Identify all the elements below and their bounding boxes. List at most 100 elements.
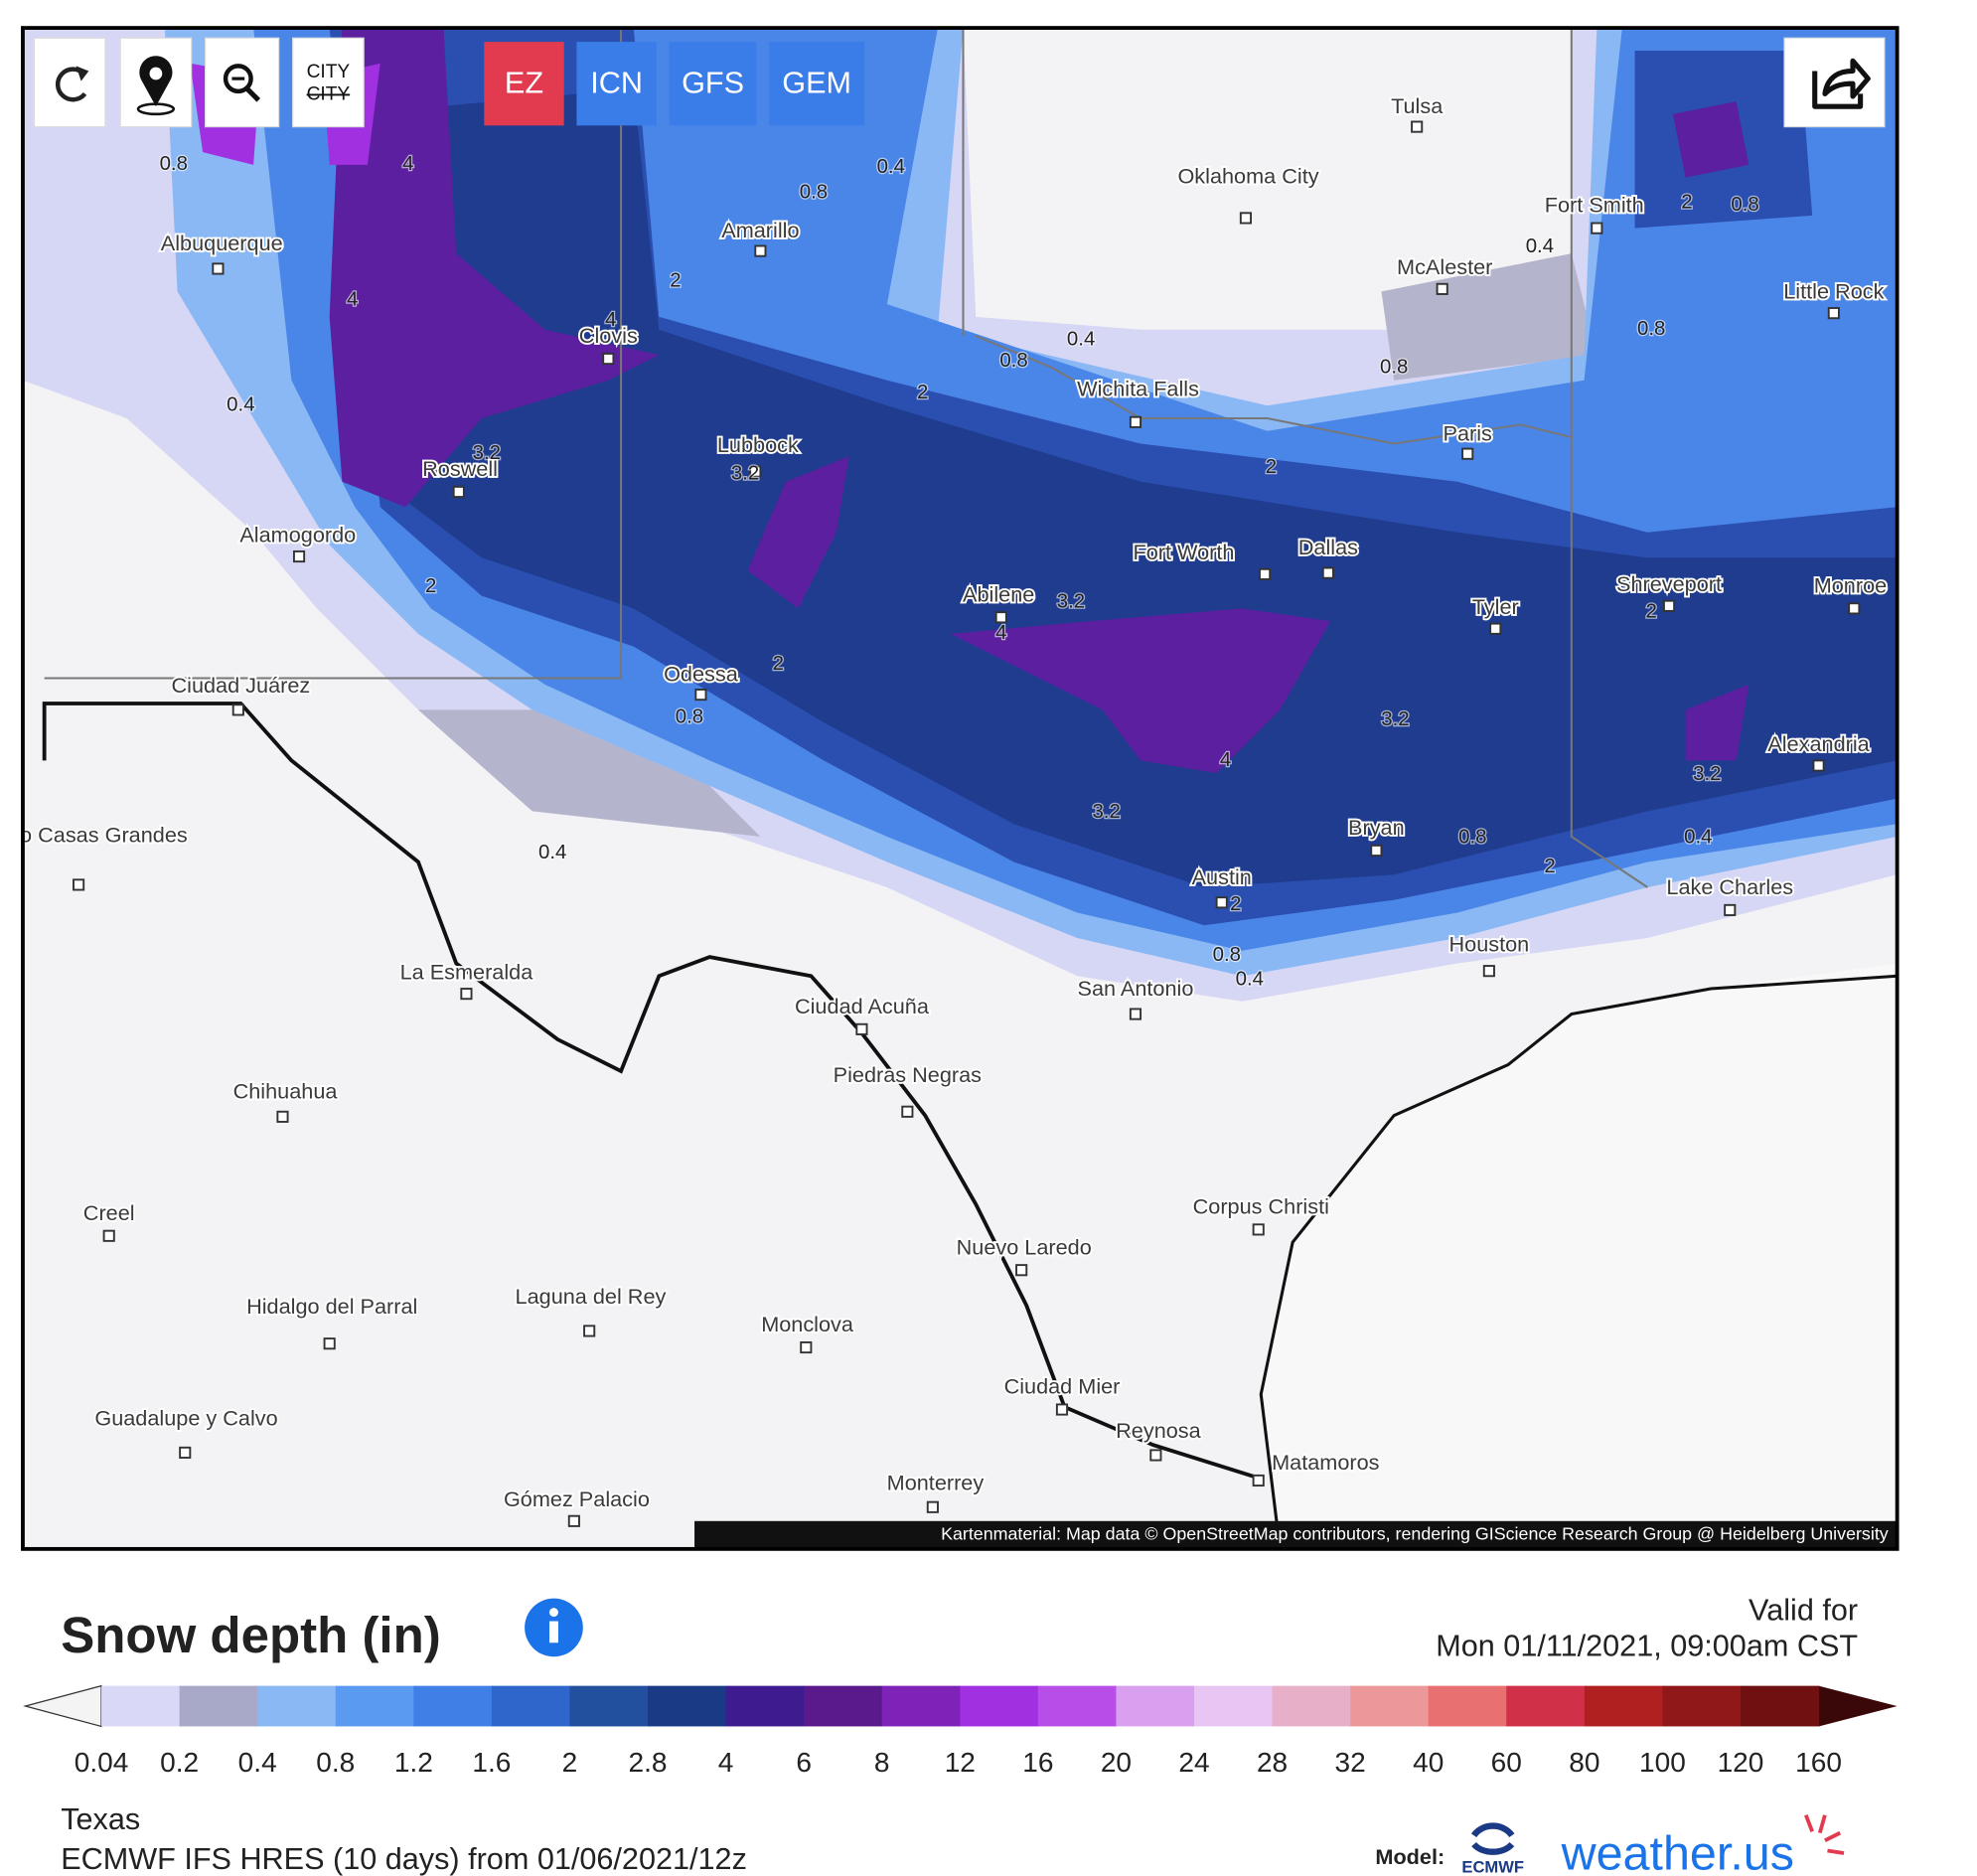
colorbar: 0.04 0.2 0.4 0.8 1.2 1.6 2 2.8 4 6 8 12 16 20 24 28 32 40… [23, 1684, 1898, 1778]
location-button[interactable] [119, 37, 193, 128]
city-label: Amarillo [721, 218, 799, 242]
colorbar-tick-label: 16 [1022, 1747, 1053, 1778]
city-label: Ciudad Juárez [171, 673, 310, 698]
colorbar-tick-label: 1.2 [394, 1747, 433, 1778]
city-label: Ciudad Mier [1004, 1374, 1121, 1399]
contour-label: 2 [1645, 601, 1656, 623]
contour-label: 0.4 [538, 842, 566, 863]
city-label-struck: CITY [307, 84, 351, 105]
snow-band [355, 88, 1898, 887]
city-marker [1411, 120, 1424, 133]
colorbar-under [23, 1684, 102, 1728]
model-button-label: EZ [505, 67, 543, 100]
city-marker [460, 988, 473, 1001]
model-button-bg [769, 42, 864, 126]
city-marker [73, 878, 85, 891]
contour-label: 4 [402, 153, 413, 175]
city-marker [179, 1446, 192, 1459]
city-marker [1827, 307, 1840, 320]
colorbar-segment [725, 1685, 805, 1727]
city-marker [1482, 965, 1495, 978]
city-label: Odessa [664, 662, 739, 687]
city-marker [1724, 903, 1737, 916]
country-border [42, 702, 1256, 1479]
model-button[interactable]: ICN [576, 42, 657, 126]
city-label: Hidalgo del Parral [246, 1294, 417, 1319]
toolbar: CITY CITY EZ ICN GFS GEM [33, 37, 1886, 128]
colorbar-tick-label: 20 [1101, 1747, 1132, 1778]
city-label: Lake Charles [1666, 874, 1793, 899]
city-label: Bryan [1348, 815, 1405, 840]
colorbar-segment [1194, 1685, 1274, 1727]
colorbar-segment [335, 1685, 414, 1727]
contour-label: 4 [1220, 749, 1231, 771]
city-label: Albuquerque [161, 231, 283, 255]
city-marker [1436, 282, 1448, 295]
colorbar-segment [1116, 1685, 1195, 1727]
city-label: Little Rock [1783, 278, 1884, 303]
city-marker [1055, 1403, 1069, 1416]
city-marker [855, 1022, 868, 1035]
colorbar-over [1818, 1685, 1898, 1727]
contour-label: 2 [1681, 192, 1692, 214]
colorbar-tick-label: 120 [1718, 1747, 1764, 1778]
colorbar-tick-label: 0.4 [238, 1747, 277, 1778]
city-label: Matamoros [1272, 1450, 1380, 1475]
colorbar-segment [881, 1685, 961, 1727]
city-button[interactable]: CITY CITY [292, 37, 365, 128]
model-button-label: GEM [782, 67, 851, 100]
model-button[interactable]: GFS [669, 42, 757, 126]
city-label: Oklahoma City [1177, 163, 1318, 188]
contour-label: 3.2 [1693, 763, 1721, 785]
state-border [44, 28, 1648, 888]
contour-label: 4 [995, 622, 1006, 644]
contour-label: 0.8 [1380, 356, 1408, 378]
model-button-label: GFS [682, 67, 744, 100]
city-marker [1215, 896, 1228, 909]
city-marker [1591, 222, 1603, 234]
city-marker [1321, 566, 1334, 579]
city-label: Laguna del Rey [516, 1284, 667, 1309]
snow-free [963, 28, 1572, 330]
colorbar-segment [1740, 1685, 1820, 1727]
colorbar-tick-label: 28 [1257, 1747, 1288, 1778]
city-label: Monterrey [887, 1471, 985, 1495]
reload-button[interactable] [33, 37, 106, 128]
contour-label: 0.4 [877, 156, 905, 178]
info-icon[interactable] [525, 1598, 583, 1657]
city-label: Monroe [1814, 572, 1887, 597]
colorbar-tick-label: 40 [1413, 1747, 1444, 1778]
model-button[interactable]: GEM [769, 42, 864, 126]
city-label: Guadalupe y Calvo [94, 1405, 277, 1430]
city-label: Piedras Negras [834, 1062, 983, 1087]
share-button[interactable] [1783, 37, 1886, 128]
city-label: San Antonio [1078, 976, 1194, 1001]
city-marker [800, 1340, 813, 1354]
colorbar-tick-label: 8 [874, 1747, 890, 1778]
city-marker [583, 1325, 596, 1337]
contour-label: 0.8 [1213, 944, 1241, 966]
city-marker [901, 1105, 914, 1118]
colorbar-tick-label: 100 [1639, 1747, 1686, 1778]
city-marker [1129, 415, 1142, 428]
model-button[interactable]: EZ [484, 42, 564, 126]
city-marker [926, 1500, 939, 1513]
model-button-bg [576, 42, 657, 126]
colorbar-tick-label: 2.8 [629, 1747, 668, 1778]
snow-band [417, 253, 1597, 837]
city-label: Roswell [422, 456, 498, 481]
city-label: Houston [1449, 931, 1530, 956]
colorbar-tick-label: 80 [1569, 1747, 1599, 1778]
colorbar-segment [1350, 1685, 1430, 1727]
contour-label: 2 [1230, 893, 1241, 915]
contour-label: 2 [425, 575, 436, 597]
zoom-button[interactable] [205, 37, 280, 128]
map[interactable]: Tulsa Oklahoma City Fort Smith McAlester Lit… [0, 28, 1898, 1549]
contour-label: 0.8 [999, 350, 1027, 372]
city-label: Monclova [761, 1312, 854, 1336]
city-label: Shreveport [1616, 571, 1722, 596]
contour-label: 0.8 [800, 181, 828, 203]
city-label: Nuevo Casas Grandes [0, 823, 188, 848]
colorbar-tick-label: 0.8 [316, 1747, 355, 1778]
